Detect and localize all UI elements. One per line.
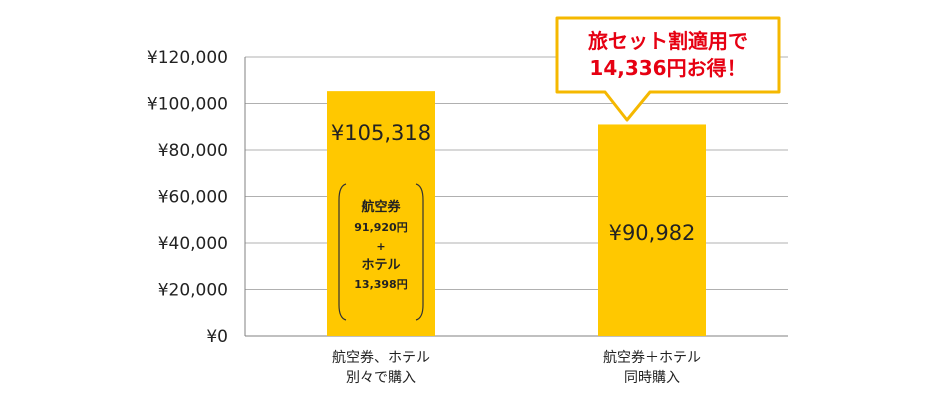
x-category-label: 航空券、ホテル <box>332 350 430 366</box>
bar <box>327 91 435 336</box>
x-category-label: 別々で購入 <box>346 370 416 386</box>
bar-value-label: ¥105,318 <box>331 121 431 145</box>
breakdown-line: 91,920円 <box>354 221 407 234</box>
y-tick-label: ¥40,000 <box>158 234 228 254</box>
y-tick-label: ¥0 <box>206 327 228 347</box>
y-tick-label: ¥120,000 <box>147 48 228 68</box>
x-category-label: 航空券＋ホテル <box>603 350 701 366</box>
right-bracket <box>415 183 424 321</box>
bar <box>598 124 706 336</box>
bar-value-label: ¥90,982 <box>609 221 696 245</box>
breakdown-line: ホテル <box>361 258 400 273</box>
y-tick-label: ¥20,000 <box>158 281 228 301</box>
breakdown-line: 13,398円 <box>354 278 407 291</box>
gridlines <box>244 56 788 337</box>
callout-bubble <box>555 16 781 122</box>
left-bracket <box>338 183 347 321</box>
savings-callout: 旅セット割適用で 14,336円お得！ <box>555 16 781 122</box>
breakdown-line: + <box>376 240 385 253</box>
y-tick-label: ¥100,000 <box>147 95 228 115</box>
y-axis-ticks: ¥0 ¥20,000 ¥40,000 ¥60,000 ¥80,000 ¥100,000 ¥1… <box>147 48 228 347</box>
callout-text: 14,336円お得！ <box>589 56 746 80</box>
x-category-label: 同時購入 <box>624 370 680 386</box>
callout-text: 旅セット割適用で <box>588 29 748 53</box>
y-tick-label: ¥60,000 <box>158 188 228 208</box>
bars: ¥105,318 ¥90,982 <box>327 91 706 336</box>
breakdown-line: 航空券 <box>361 199 401 215</box>
y-tick-label: ¥80,000 <box>158 141 228 161</box>
price-breakdown-annotation: 航空券 91,920円 + ホテル 13,398円 <box>338 183 424 321</box>
